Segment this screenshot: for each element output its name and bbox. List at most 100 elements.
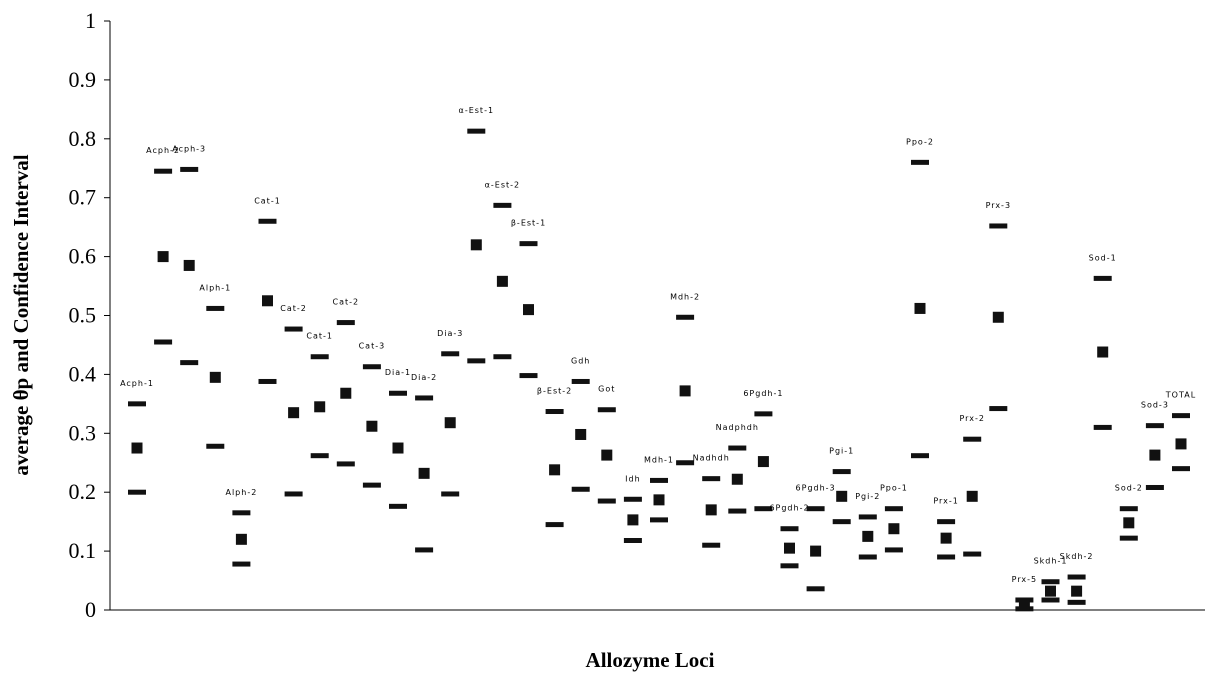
mean-marker <box>314 401 326 413</box>
mean-marker <box>366 420 378 432</box>
ci-upper-mark <box>310 354 329 360</box>
ci-upper-mark <box>128 401 146 407</box>
ci-upper-mark <box>545 409 564 415</box>
locus-group: TOTAL <box>1165 391 1195 472</box>
locus-label: Sod-1 <box>1089 253 1117 262</box>
mean-marker <box>888 523 900 535</box>
ci-upper-mark <box>206 305 225 311</box>
ci-upper-mark <box>284 326 303 332</box>
mean-marker <box>131 442 143 454</box>
ci-lower-mark <box>493 354 512 360</box>
locus-label: Alph-2 <box>225 488 257 497</box>
locus-label: Nadphdh <box>716 423 759 432</box>
locus-group: Gdh <box>571 356 590 492</box>
locus-group: Acph-1 <box>120 379 154 495</box>
ci-lower-mark <box>1119 535 1138 541</box>
locus-group: Ppo-2 <box>906 137 933 459</box>
y-tick-label: 0.1 <box>69 538 97 563</box>
mean-marker <box>914 302 926 314</box>
mean-marker <box>627 514 639 526</box>
y-tick-label: 0.7 <box>69 185 97 210</box>
ci-lower-mark <box>545 522 564 528</box>
locus-label: α-Est-2 <box>485 180 521 189</box>
ci-lower-mark <box>128 489 146 495</box>
locus-group: Sod-3 <box>1141 401 1169 490</box>
locus-label: Pgi-2 <box>855 492 880 501</box>
mean-marker <box>940 532 952 544</box>
locus-group: Acph-3 <box>172 144 205 366</box>
ci-lower-mark <box>284 491 303 497</box>
y-tick-label: 0.5 <box>69 303 97 328</box>
mean-marker <box>784 542 795 554</box>
mean-marker <box>392 442 404 454</box>
locus-label: Nadhdh <box>693 454 730 463</box>
ci-lower-mark <box>1145 484 1164 490</box>
locus-label: Prx-1 <box>933 497 958 506</box>
ci-upper-mark <box>832 469 851 475</box>
y-axis-ticks: 0 0.1 0.2 0.3 0.4 0.5 0.6 0.7 0.8 0.9 1 <box>69 8 110 622</box>
ci-upper-mark <box>571 378 590 384</box>
locus-group: Prx-1 <box>933 497 958 560</box>
ci-lower-mark <box>362 482 381 488</box>
mean-marker <box>157 251 169 263</box>
ci-lower-mark <box>937 554 956 560</box>
ci-upper-mark <box>1145 423 1164 429</box>
ci-upper-mark <box>180 166 199 172</box>
locus-label: Pgi-1 <box>829 447 854 456</box>
ci-upper-mark <box>937 519 956 525</box>
locus-group: Alph-2 <box>225 488 257 567</box>
ci-lower-mark <box>911 453 929 459</box>
ci-upper-mark <box>441 351 460 357</box>
ci-lower-mark <box>1041 597 1060 603</box>
ci-upper-mark <box>806 506 825 512</box>
ci-lower-mark <box>650 517 668 523</box>
locus-group: α-Est-1 <box>459 106 493 364</box>
x-axis-title: Allozyme Loci <box>586 648 715 672</box>
ci-lower-mark <box>806 586 825 592</box>
locus-label: Gdh <box>571 356 590 365</box>
ci-upper-mark <box>1093 275 1112 281</box>
ci-lower-mark <box>571 486 590 492</box>
ci-lower-mark <box>963 551 982 557</box>
locus-label: Acph-1 <box>120 379 154 388</box>
mean-marker <box>836 490 848 502</box>
ci-lower-mark <box>441 491 460 497</box>
locus-group: Idh <box>623 474 642 543</box>
locus-group: Acph-2 <box>146 146 179 345</box>
ci-upper-mark <box>154 168 173 174</box>
locus-label: Skdh-1 <box>1034 557 1068 566</box>
mean-marker <box>1097 346 1109 358</box>
ci-upper-mark <box>258 218 277 224</box>
locus-label: Sod-2 <box>1115 484 1143 493</box>
locus-group: 6Pgdh-2 <box>769 504 809 569</box>
ci-upper-mark <box>650 477 668 483</box>
mean-marker <box>444 417 456 429</box>
mean-marker <box>496 275 508 287</box>
locus-label: Sod-3 <box>1141 401 1169 410</box>
locus-group: Skdh-1 <box>1034 557 1068 603</box>
locus-label: Dia-3 <box>437 329 463 338</box>
locus-group: Dia-3 <box>437 329 463 497</box>
ci-upper-mark <box>336 320 355 326</box>
locus-label: Ppo-1 <box>880 484 908 493</box>
locus-group: Prx-5 <box>1012 575 1036 612</box>
locus-group: β-Est-1 <box>511 219 545 379</box>
ci-lower-mark <box>702 542 721 548</box>
locus-label: 6Pgdh-3 <box>796 484 836 493</box>
ci-upper-mark <box>232 510 251 516</box>
ci-lower-mark <box>258 378 277 384</box>
locus-group: Sod-2 <box>1115 484 1143 541</box>
ci-lower-mark <box>206 443 225 449</box>
ci-lower-mark <box>310 453 329 459</box>
ci-upper-mark <box>1067 574 1086 580</box>
locus-group: Cat-3 <box>359 342 384 488</box>
ci-lower-mark <box>597 498 616 504</box>
ci-lower-mark <box>1093 424 1112 430</box>
ci-lower-mark <box>232 561 251 567</box>
locus-group: Got <box>597 385 616 504</box>
ci-lower-mark <box>858 554 877 560</box>
ci-lower-mark <box>1067 599 1086 605</box>
locus-group: Mdh-1 <box>644 455 673 523</box>
